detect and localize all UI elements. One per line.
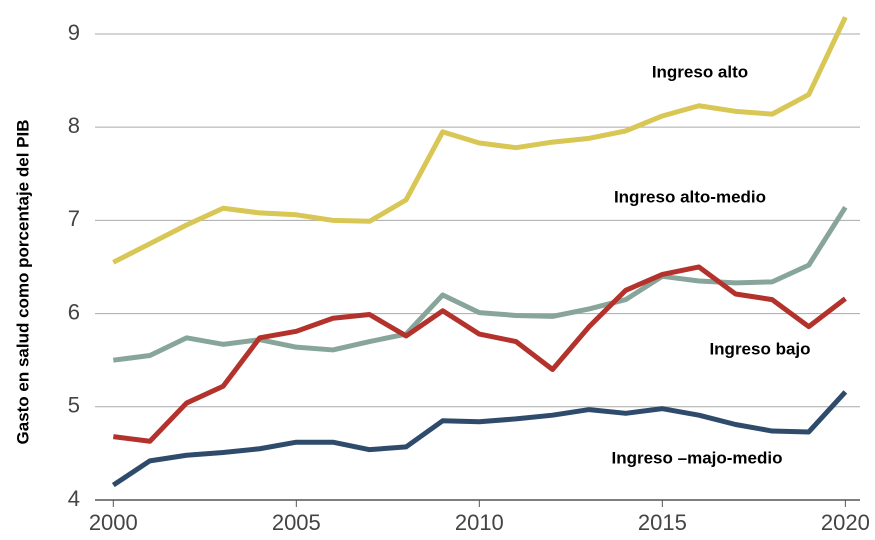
- series-line: [112, 16, 848, 265]
- y-tick-label: 6: [68, 299, 80, 324]
- series-label: Ingreso –majo-medio: [612, 448, 783, 467]
- y-tick-label: 7: [68, 206, 80, 231]
- series-line: [112, 264, 847, 444]
- y-tick-label: 9: [68, 20, 80, 45]
- series-label: Ingreso alto: [652, 62, 748, 81]
- y-tick-label: 5: [68, 393, 80, 418]
- y-tick-label: 4: [68, 486, 80, 511]
- x-tick-label: 2020: [821, 510, 870, 535]
- x-tick-label: 2005: [272, 510, 321, 535]
- series-label: Ingreso alto-medio: [614, 187, 766, 206]
- x-tick-label: 2010: [455, 510, 504, 535]
- x-tick-label: 2015: [638, 510, 687, 535]
- series-line: [112, 205, 848, 363]
- series-line: [111, 390, 848, 488]
- y-axis-label: Gasto en salud como porcentaje del PIB: [13, 120, 32, 445]
- x-tick-label: 2000: [89, 510, 138, 535]
- series-label: Ingreso bajo: [709, 339, 810, 358]
- y-tick-label: 8: [68, 113, 80, 138]
